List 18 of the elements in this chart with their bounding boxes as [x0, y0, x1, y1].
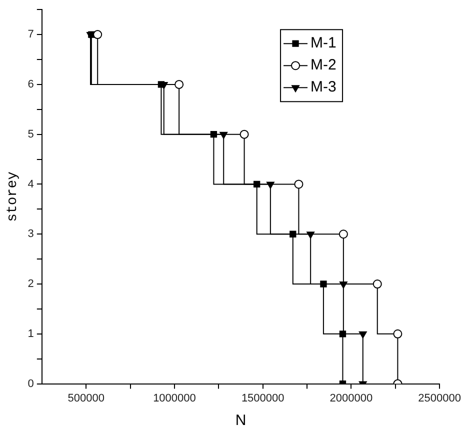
x-tick-label: 500000 [68, 392, 104, 404]
legend-label: M-2 [310, 56, 336, 74]
x-tick-label: 1500000 [241, 392, 284, 404]
y-tick-label: 2 [28, 278, 34, 290]
legend-label: M-3 [310, 78, 336, 96]
x-axis-title: N [235, 412, 246, 430]
x-tick-label: 2000000 [330, 392, 373, 404]
y-tick-label: 7 [28, 28, 34, 41]
y-tick-label: 3 [28, 228, 34, 240]
x-tick-label: 1000000 [153, 392, 196, 404]
y-tick-label: 6 [28, 78, 34, 90]
legend-label: M-1 [310, 34, 336, 52]
y-axis-title: storey [5, 171, 22, 222]
x-tick-label: 2500000 [418, 392, 461, 404]
y-tick-label: 0 [28, 378, 34, 390]
y-tick-label: 5 [28, 128, 34, 140]
y-tick-label: 4 [28, 178, 34, 190]
y-tick-label: 1 [28, 328, 34, 340]
